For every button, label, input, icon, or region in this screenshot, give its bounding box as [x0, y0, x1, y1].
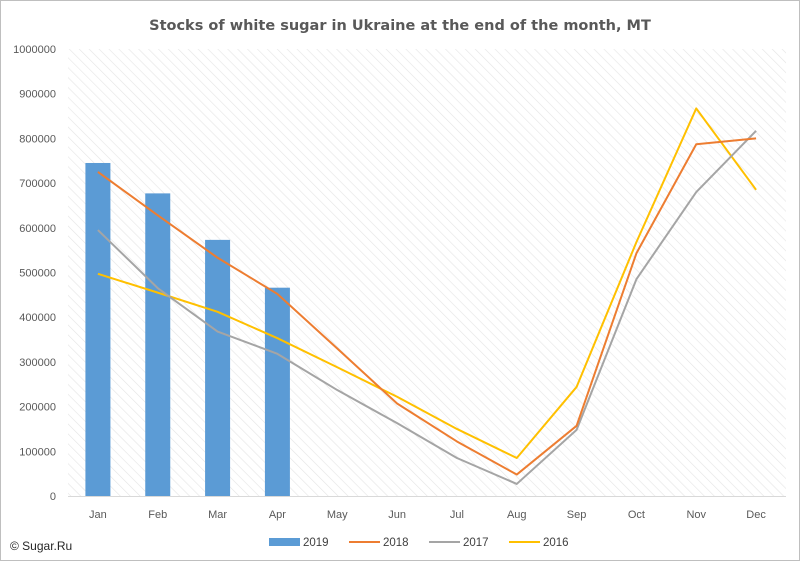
- line-series-2016: [97, 107, 757, 460]
- y-tick-label: 100000: [19, 446, 56, 458]
- y-tick-label: 600000: [19, 223, 56, 235]
- x-tick-label: Jul: [450, 509, 464, 521]
- y-tick-label: 800000: [19, 133, 56, 145]
- y-tick-label: 400000: [19, 312, 56, 324]
- y-tick-label: 900000: [19, 89, 56, 101]
- legend-label: 2019: [303, 537, 329, 549]
- watermark: © Sugar.Ru: [10, 539, 72, 553]
- bar-2019-feb: [145, 193, 171, 497]
- legend-item-2019: 2019: [269, 537, 329, 549]
- x-tick-label: Aug: [507, 509, 527, 521]
- legend-item-2017: 2017: [429, 537, 489, 549]
- x-tick-label: Jun: [388, 509, 406, 521]
- line-series-2017: [97, 130, 757, 485]
- y-tick-label: 500000: [19, 268, 56, 280]
- y-tick-label: 1000000: [13, 44, 56, 56]
- x-tick-label: Dec: [746, 509, 766, 521]
- legend-item-2018: 2018: [349, 537, 409, 549]
- line-series-group: [97, 107, 757, 485]
- x-tick-label: Sep: [567, 509, 587, 521]
- bar-2019-mar: [205, 239, 231, 496]
- legend-swatch: [269, 538, 300, 546]
- bar-series-2019: [85, 162, 290, 497]
- y-tick-label: 700000: [19, 178, 56, 190]
- x-tick-label: Jan: [89, 509, 107, 521]
- y-tick-label: 0: [50, 491, 56, 503]
- x-tick-label: Apr: [269, 509, 286, 521]
- y-tick-label: 200000: [19, 402, 56, 414]
- y-tick-label: 300000: [19, 357, 56, 369]
- x-tick-label: Oct: [628, 509, 645, 521]
- legend-item-2016: 2016: [509, 537, 569, 549]
- chart-title: Stocks of white sugar in Ukraine at the …: [149, 18, 651, 34]
- x-tick-label: Feb: [148, 509, 167, 521]
- legend-label: 2016: [543, 537, 569, 549]
- x-tick-label: Mar: [208, 509, 227, 521]
- bar-2019-apr: [264, 287, 290, 496]
- bar-2019-jan: [85, 162, 111, 497]
- x-axis: Jan Feb Mar Apr May Jun Jul Aug Sep Oct Nov Dec: [68, 496, 786, 521]
- legend-label: 2018: [383, 537, 409, 549]
- legend: 2019 2018 2017 2016: [269, 537, 569, 549]
- legend-label: 2017: [463, 537, 489, 549]
- plot-area: [68, 49, 786, 496]
- x-tick-label: Nov: [686, 509, 706, 521]
- line-series-2018: [97, 137, 757, 476]
- x-tick-label: May: [327, 509, 348, 521]
- y-axis: 0 100000 200000 300000 400000 500000 600000 700…: [13, 44, 56, 503]
